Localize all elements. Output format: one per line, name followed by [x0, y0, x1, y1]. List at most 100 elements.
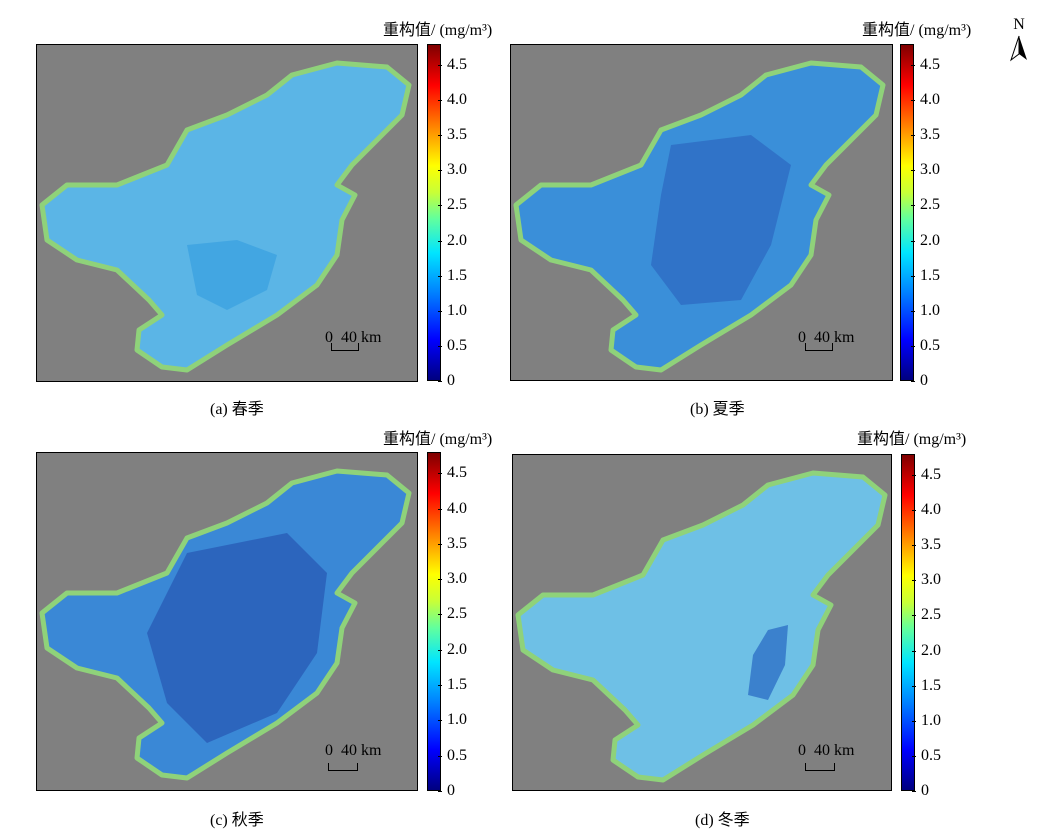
colorbar-tick-label: 1.5 [447, 676, 467, 694]
unit-label: 重构值/ (mg/m³) [862, 22, 972, 39]
colorbar-tick-label: 3.0 [920, 161, 940, 179]
colorbar-tick-mark [911, 381, 915, 382]
colorbar-tick-mark [438, 275, 442, 277]
scale-value: 40 km [814, 329, 855, 346]
map-frame [510, 44, 893, 381]
colorbar-tick-mark [438, 649, 442, 651]
colorbar-tick-mark [912, 755, 916, 757]
colorbar-tick-label: 3.0 [447, 570, 467, 588]
scale-zero: 0 [798, 329, 806, 346]
colorbar-tick-mark [438, 170, 442, 172]
colorbar-tick-label: 3.5 [920, 126, 940, 144]
colorbar-tick-label: 1.5 [921, 676, 941, 694]
lake-map [515, 470, 888, 783]
colorbar-tick-mark [438, 381, 442, 382]
colorbar-tick-mark [912, 650, 916, 652]
colorbar-tick-mark [438, 100, 442, 102]
scale-line [331, 343, 359, 351]
colorbar-tick-mark [438, 543, 442, 545]
colorbar-tick-mark [438, 240, 442, 242]
colorbar-tick-label: 0 [920, 372, 928, 389]
scale-zero: 0 [798, 742, 806, 759]
colorbar-tick-label: 3.0 [447, 161, 467, 179]
scale-bar: 0 40 km [798, 742, 854, 760]
lake-core [147, 533, 327, 743]
colorbar-tick-label: 2.0 [921, 641, 941, 659]
colorbar-tick-label: 2.5 [920, 196, 940, 214]
colorbar-tick-label: 4.0 [921, 501, 941, 519]
colorbar-tick-mark [438, 473, 442, 475]
lake-shape [39, 60, 412, 373]
lake-shape [515, 470, 888, 783]
colorbar-tick-mark [911, 275, 915, 277]
scale-zero: 0 [325, 742, 333, 759]
panel-caption: (a) 春季 [210, 401, 264, 418]
colorbar-tick-mark [438, 755, 442, 757]
colorbar-tick-label: 2.0 [447, 231, 467, 249]
colorbar-tick-mark [911, 170, 915, 172]
map-frame [36, 44, 418, 382]
colorbar-tick-label: 0.5 [920, 336, 940, 354]
colorbar-tick-label: 0.5 [447, 746, 467, 764]
colorbar-tick-mark [911, 205, 915, 207]
map-frame [36, 452, 418, 791]
colorbar-tick-label: 4.5 [921, 466, 941, 484]
colorbar-tick-label: 2.0 [447, 640, 467, 658]
north-arrow: N [1010, 16, 1028, 67]
colorbar-tick-mark [912, 720, 916, 722]
colorbar-tick-mark [912, 475, 916, 477]
colorbar-tick-label: 2.5 [447, 605, 467, 623]
scale-zero: 0 [325, 329, 333, 346]
colorbar-tick-mark [912, 615, 916, 617]
colorbar-tick-label: 1.0 [921, 711, 941, 729]
lake-core [651, 135, 791, 305]
scale-line [805, 763, 835, 771]
colorbar-tick-label: 4.0 [447, 499, 467, 517]
colorbar-tick-label: 1.0 [920, 301, 940, 319]
colorbar [900, 44, 914, 381]
colorbar-tick-mark [438, 791, 442, 792]
scale-value: 40 km [341, 329, 382, 346]
colorbar-tick-label: 1.0 [447, 711, 467, 729]
scale-line [805, 343, 833, 351]
colorbar [427, 44, 441, 381]
colorbar-tick-label: 3.0 [921, 571, 941, 589]
panel-caption: (c) 秋季 [210, 812, 264, 829]
colorbar-tick-label: 2.5 [921, 606, 941, 624]
colorbar-tick-label: 4.5 [447, 56, 467, 74]
colorbar-tick-mark [911, 345, 915, 347]
colorbar-tick-mark [438, 579, 442, 581]
scale-bar: 0 40 km [798, 329, 854, 347]
colorbar-tick-label: 1.5 [920, 266, 940, 284]
colorbar-tick-mark [912, 510, 916, 512]
lake-core [187, 240, 277, 310]
colorbar-tick-mark [438, 345, 442, 347]
scale-bar: 0 40 km [325, 742, 381, 760]
map-frame [512, 454, 892, 791]
colorbar-tick-mark [438, 508, 442, 510]
lake-map [39, 468, 412, 781]
colorbar-tick-mark [911, 100, 915, 102]
colorbar-tick-mark [912, 545, 916, 547]
colorbar-tick-label: 4.0 [447, 91, 467, 109]
scale-value: 40 km [341, 742, 382, 759]
colorbar-tick-label: 0 [447, 782, 455, 799]
colorbar-tick-mark [911, 240, 915, 242]
north-label: N [1013, 16, 1025, 33]
lake-map [513, 60, 886, 373]
colorbar-tick-label: 3.5 [447, 126, 467, 144]
colorbar-tick-label: 0 [921, 782, 929, 799]
north-arrow-icon [1010, 35, 1027, 62]
colorbar-tick-mark [438, 685, 442, 687]
colorbar-tick-label: 2.5 [447, 196, 467, 214]
colorbar-tick-mark [438, 614, 442, 616]
colorbar-tick-label: 4.5 [920, 56, 940, 74]
colorbar-tick-mark [438, 135, 442, 137]
colorbar-tick-mark [912, 580, 916, 582]
colorbar-tick-mark [438, 205, 442, 207]
colorbar-tick-label: 0 [447, 372, 455, 389]
colorbar-tick-mark [912, 685, 916, 687]
scale-value: 40 km [814, 742, 855, 759]
panel-caption: (b) 夏季 [690, 401, 745, 418]
colorbar-tick-label: 0.5 [921, 746, 941, 764]
